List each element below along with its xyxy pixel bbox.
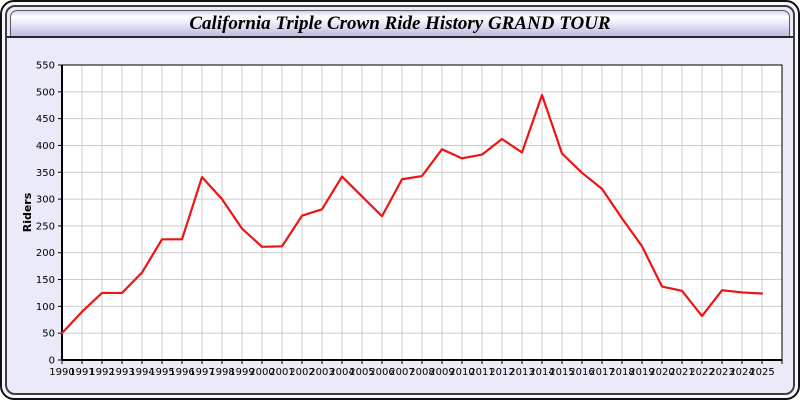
x-tick-label: 2002 [289, 367, 314, 378]
y-tick-label: 300 [36, 195, 55, 206]
ride-history-line-chart: 0501001502002503003504004505005501990199… [21, 61, 783, 378]
x-tick-label: 1994 [129, 367, 154, 378]
x-tick-label: 2005 [349, 367, 374, 378]
x-tick-label: 2008 [409, 367, 434, 378]
x-tick-label: 1998 [209, 367, 234, 378]
x-tick-label: 1996 [169, 367, 194, 378]
x-tick-label: 2009 [429, 367, 454, 378]
x-axis-labels: 1990199119921993199419951996199719981999… [49, 367, 774, 378]
x-tick-label: 2012 [489, 367, 514, 378]
x-tick-label: 2025 [749, 367, 774, 378]
x-tick-label: 2021 [669, 367, 694, 378]
x-tick-label: 2013 [509, 367, 534, 378]
x-tick-label: 1993 [109, 367, 134, 378]
x-tick-label: 2003 [309, 367, 334, 378]
x-tick-label: 2000 [249, 367, 274, 378]
x-tick-label: 2015 [549, 367, 574, 378]
y-axis-labels: 0 50 100 150 200 250 300 350 400 450 500 550 [36, 61, 55, 367]
y-tick-label: 50 [42, 329, 55, 340]
y-tick-label: 200 [36, 248, 55, 259]
y-tick-label: 100 [36, 302, 55, 313]
y-tick-label: 500 [36, 87, 55, 98]
x-tick-label: 2017 [589, 367, 614, 378]
x-tick-label: 1992 [89, 367, 114, 378]
axis-ticks [58, 64, 783, 364]
page-title: California Triple Crown Ride History GRA… [189, 12, 611, 34]
y-tick-label: 150 [36, 275, 55, 286]
x-tick-label: 2018 [609, 367, 634, 378]
x-tick-label: 2006 [369, 367, 394, 378]
y-axis-title: Riders [21, 192, 34, 232]
app-window: California Triple Crown Ride History GRA… [5, 5, 795, 395]
x-tick-label: 2007 [389, 367, 414, 378]
gridlines [62, 64, 783, 360]
x-tick-label: 2023 [709, 367, 734, 378]
x-tick-label: 2022 [689, 367, 714, 378]
x-tick-label: 1997 [189, 367, 214, 378]
x-tick-label: 2020 [649, 367, 674, 378]
y-tick-label: 450 [36, 114, 55, 125]
x-tick-label: 1991 [69, 367, 94, 378]
y-tick-label: 0 [49, 356, 55, 367]
y-tick-label: 400 [36, 141, 55, 152]
y-tick-label: 550 [36, 61, 55, 72]
x-tick-label: 1999 [229, 367, 254, 378]
series-line-riders [60, 93, 764, 335]
x-tick-label: 2024 [729, 367, 754, 378]
x-tick-label: 2019 [629, 367, 654, 378]
x-tick-label: 2016 [569, 367, 594, 378]
y-tick-label: 350 [36, 168, 55, 179]
x-tick-label: 2011 [469, 367, 494, 378]
x-tick-label: 2004 [329, 367, 354, 378]
y-tick-label: 250 [36, 221, 55, 232]
x-tick-label: 2010 [449, 367, 474, 378]
title-bar-gradient: California Triple Crown Ride History GRA… [10, 10, 790, 36]
x-tick-label: 2001 [269, 367, 294, 378]
x-tick-label: 2014 [529, 367, 554, 378]
x-tick-label: 1995 [149, 367, 174, 378]
x-tick-label: 1990 [49, 367, 74, 378]
title-bar: California Triple Crown Ride History GRA… [7, 7, 793, 38]
